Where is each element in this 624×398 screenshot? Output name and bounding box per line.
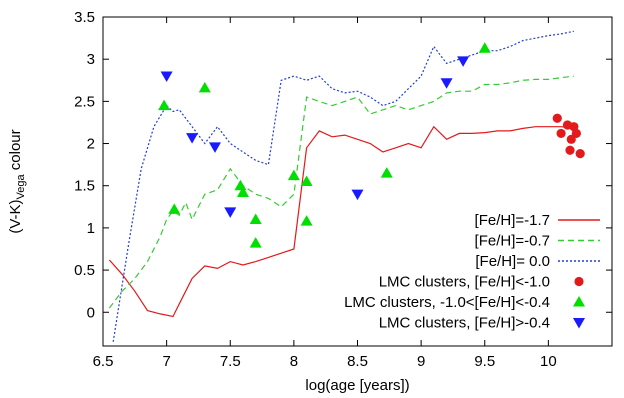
data-point <box>300 215 313 226</box>
data-point <box>440 78 453 89</box>
x-axis-title: log(age [years]) <box>305 377 409 394</box>
y-tick-label: 1.5 <box>74 178 95 195</box>
data-point <box>168 203 181 214</box>
data-point <box>287 169 300 181</box>
legend-swatch-marker <box>573 318 585 329</box>
data-point <box>351 189 364 201</box>
legend-label: LMC clusters, -1.0<[Fe/H]<-0.4 <box>344 294 550 311</box>
y-axis-title: (V-K)Vega colour <box>7 129 27 233</box>
y-axis-title-main: (V-K) <box>7 199 24 233</box>
legend-label: [Fe/H]=-0.7 <box>475 233 550 250</box>
series-2 <box>112 30 574 342</box>
data-point <box>186 133 199 144</box>
ticks-layer: 6.5 7 7.5 8 8.5 9 9.5 10 0 0.5 1 1.5 2 2.5 3 3.5 <box>74 9 612 370</box>
data-point <box>457 56 470 67</box>
y-tick-label: 3.5 <box>74 9 95 26</box>
x-tick-label: 8.5 <box>347 353 368 370</box>
legend-label: [Fe/H]= 0.0 <box>475 253 550 270</box>
x-tick-label: 7 <box>162 353 170 370</box>
data-point <box>249 213 262 224</box>
legend-label: LMC clusters, [Fe/H]>-0.4 <box>379 315 550 332</box>
data-point <box>552 113 562 123</box>
data-point <box>575 149 585 159</box>
y-axis-title-tail: colour <box>7 129 24 174</box>
series-0 <box>108 125 574 318</box>
x-tick-label: 7.5 <box>220 353 241 370</box>
data-point <box>198 81 211 93</box>
x-tick-label: 9 <box>417 353 425 370</box>
data-point <box>224 207 237 218</box>
data-point <box>208 142 221 153</box>
data-point <box>236 186 249 197</box>
x-tick-label: 9.5 <box>474 353 495 370</box>
y-tick-label: 3 <box>87 51 95 68</box>
legend-label: LMC clusters, [Fe/H]<-1.0 <box>379 274 550 291</box>
data-point <box>380 167 393 178</box>
series-3 <box>552 113 585 159</box>
data-point <box>249 237 262 248</box>
data-point <box>300 175 313 186</box>
data-point <box>160 71 173 83</box>
data-point <box>158 99 171 111</box>
y-tick-label: 2 <box>87 136 95 153</box>
y-tick-label: 0 <box>87 304 95 321</box>
series-line <box>112 30 574 342</box>
x-tick-label: 10 <box>540 353 557 370</box>
legend-swatch-marker <box>574 276 584 287</box>
series-line <box>108 125 574 318</box>
data-point <box>556 128 566 139</box>
series-layer <box>108 30 585 342</box>
y-tick-label: 2.5 <box>74 93 95 110</box>
y-axis-title-subscript: Vega <box>15 174 27 200</box>
data-point <box>478 42 491 53</box>
series-5 <box>160 56 470 218</box>
data-point <box>565 145 575 155</box>
data-point <box>234 179 247 191</box>
x-tick-label: 8 <box>290 353 298 370</box>
legend: [Fe/H]=-1.7 [Fe/H]=-0.7 [Fe/H]= 0.0 LMC clu… <box>344 212 600 332</box>
legend-swatch-marker <box>573 296 585 307</box>
data-point <box>571 128 581 139</box>
x-tick-label: 6.5 <box>93 353 114 370</box>
series-4 <box>158 42 491 248</box>
y-tick-label: 0.5 <box>74 262 95 279</box>
y-tick-label: 1 <box>87 220 95 237</box>
legend-label: [Fe/H]=-1.7 <box>475 212 550 229</box>
